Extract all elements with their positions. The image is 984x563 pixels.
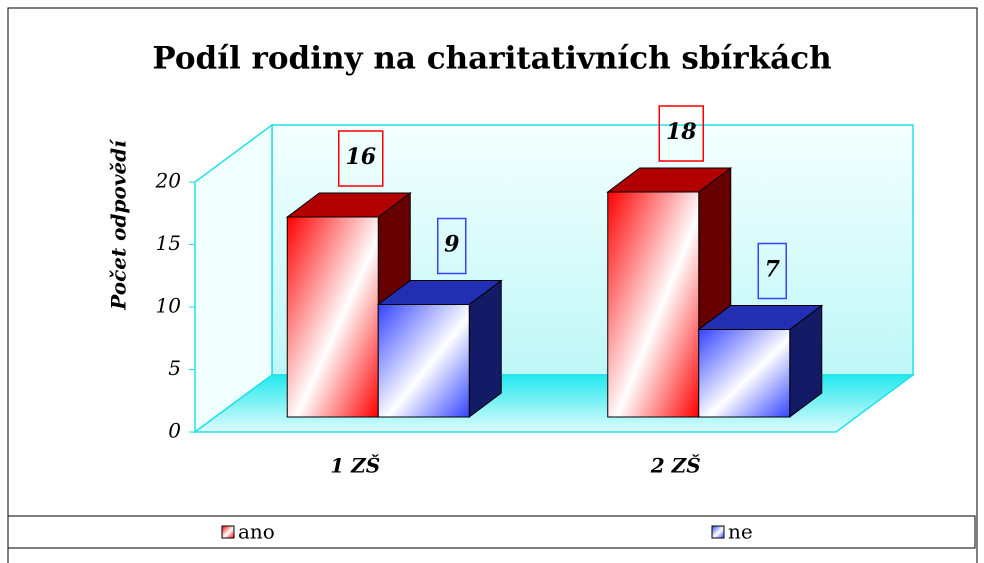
bar-front	[607, 191, 700, 418]
data-label: 7	[765, 257, 781, 283]
y-axis-label: Počet odpovědí	[107, 138, 131, 311]
bar	[606, 167, 733, 418]
bar-side-shade	[469, 280, 502, 417]
y-tick-label: 5	[168, 356, 181, 380]
legend-swatch	[221, 525, 235, 539]
bar	[697, 304, 824, 418]
legend-box	[7, 515, 976, 549]
y-tick-label: 15	[156, 231, 181, 255]
bar-top-shade	[607, 168, 731, 192]
y-tick-label: 20	[155, 169, 182, 193]
data-label-box	[658, 105, 704, 162]
bar-top-shade	[287, 193, 411, 217]
x-tick-label: 1 ZŠ	[330, 453, 380, 478]
bar-top-shade	[698, 305, 822, 330]
chart-title: Podíl rodiny na charitativních sbírkách	[152, 41, 831, 77]
data-label: 9	[444, 232, 459, 258]
y-tick-label: 10	[156, 294, 182, 318]
y-tick-label: 0	[168, 419, 181, 443]
data-label-box	[437, 217, 467, 275]
chart-frame	[7, 7, 978, 563]
bar-front	[377, 304, 470, 418]
bar-front	[286, 216, 379, 418]
data-label: 18	[666, 119, 697, 145]
data-label: 16	[345, 144, 376, 170]
bar	[376, 279, 503, 418]
x-tick-label: 2 ZŠ	[650, 453, 701, 478]
bar-front	[698, 329, 791, 418]
legend-label: ano	[238, 520, 275, 544]
legend-swatch	[711, 525, 725, 539]
data-label-box	[757, 242, 787, 300]
bar-side-shade	[789, 305, 822, 417]
data-label-box	[338, 130, 384, 187]
bar-top-shade	[378, 280, 502, 305]
legend-label: ne	[728, 520, 753, 544]
